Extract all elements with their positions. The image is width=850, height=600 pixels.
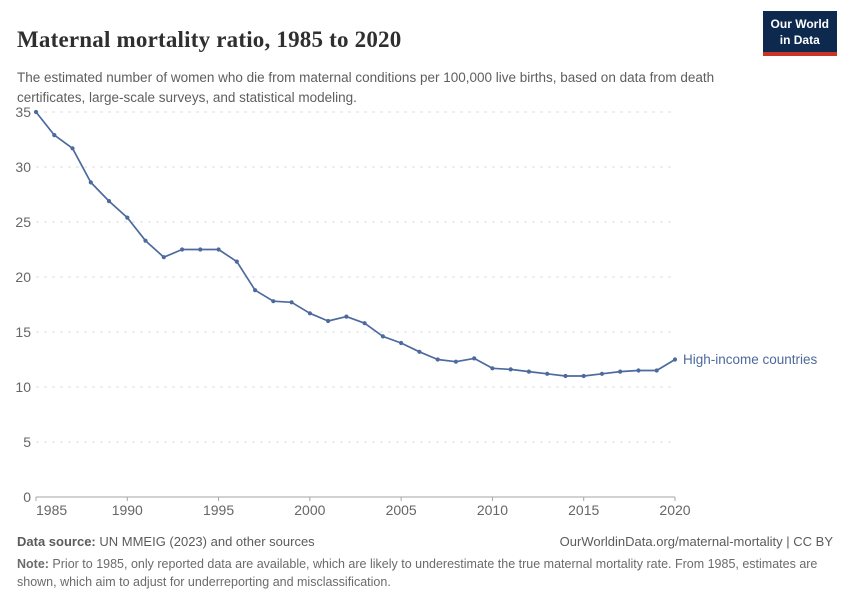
x-tick-label: 2000 <box>294 502 325 518</box>
data-source-label: Data source: <box>17 534 96 549</box>
data-point <box>636 368 641 373</box>
owid-logo[interactable]: Our World in Data <box>762 11 837 57</box>
x-tick-label: 2015 <box>568 502 599 518</box>
note-text: Prior to 1985, only reported data are av… <box>17 557 818 589</box>
data-point <box>453 359 458 364</box>
y-tick-label: 0 <box>23 489 31 505</box>
data-point <box>362 321 367 326</box>
data-point <box>417 349 422 354</box>
data-point <box>307 311 312 316</box>
data-point <box>380 334 385 339</box>
x-tick-label: 2005 <box>386 502 417 518</box>
data-point <box>344 314 349 319</box>
x-tick-label: 1990 <box>112 502 143 518</box>
data-point <box>581 373 586 379</box>
data-point <box>618 369 623 374</box>
data-point <box>563 373 568 379</box>
data-point <box>526 369 532 374</box>
data-source-text: UN MMEIG (2023) and other sources <box>95 534 315 549</box>
owid-logo-line2: in Data <box>779 32 820 47</box>
chart-subtitle: The estimated number of women who die fr… <box>17 69 715 105</box>
data-point <box>253 288 258 293</box>
y-tick-label: 20 <box>15 269 31 285</box>
data-point <box>33 109 39 115</box>
y-tick-label: 30 <box>15 159 31 175</box>
attribution: OurWorldinData.org/maternal-mortality | … <box>559 534 833 549</box>
data-point <box>70 146 75 151</box>
data-point <box>143 238 148 243</box>
y-tick-label: 35 <box>15 104 31 120</box>
y-tick-label: 5 <box>23 434 31 450</box>
series-label: High-income countries <box>683 352 818 367</box>
data-line <box>35 111 676 377</box>
line-chart: 0 5 10 15 20 25 30 35 1985 1990 1995 2000 2005 2010 20… <box>15 104 818 518</box>
data-point <box>472 356 477 361</box>
data-point <box>672 357 678 362</box>
data-point <box>435 357 440 362</box>
x-tick-label: 1995 <box>203 502 234 518</box>
y-tick-label: 25 <box>15 214 31 230</box>
data-point <box>88 180 93 185</box>
data-point <box>125 215 130 220</box>
page-title: Maternal mortality ratio, 1985 to 2020 <box>17 27 402 53</box>
data-point <box>234 259 239 264</box>
x-tick-label: 2020 <box>659 502 690 518</box>
data-point <box>52 133 57 138</box>
chart-footer: Data source: UN MMEIG (2023) and other s… <box>17 534 833 549</box>
data-point <box>490 366 495 371</box>
chart-note: Note: Prior to 1985, only reported data … <box>17 556 833 591</box>
data-point <box>599 371 605 376</box>
owid-logo-line1: Our World <box>770 17 829 31</box>
data-point <box>180 247 185 252</box>
data-point <box>545 371 550 376</box>
data-source: Data source: UN MMEIG (2023) and other s… <box>17 534 315 549</box>
data-point <box>106 199 112 204</box>
y-tick-label: 10 <box>15 379 31 395</box>
x-tick-label: 1985 <box>36 502 67 518</box>
data-point <box>654 368 659 373</box>
data-point <box>399 340 404 346</box>
data-point <box>216 247 221 252</box>
data-point <box>271 299 276 304</box>
data-point <box>289 300 294 305</box>
data-point <box>198 247 203 252</box>
data-point <box>326 318 331 324</box>
y-tick-label: 15 <box>15 324 31 340</box>
x-tick-label: 2010 <box>477 502 508 518</box>
note-label: Note: <box>17 557 49 571</box>
data-point <box>161 255 166 260</box>
data-point <box>508 367 513 372</box>
